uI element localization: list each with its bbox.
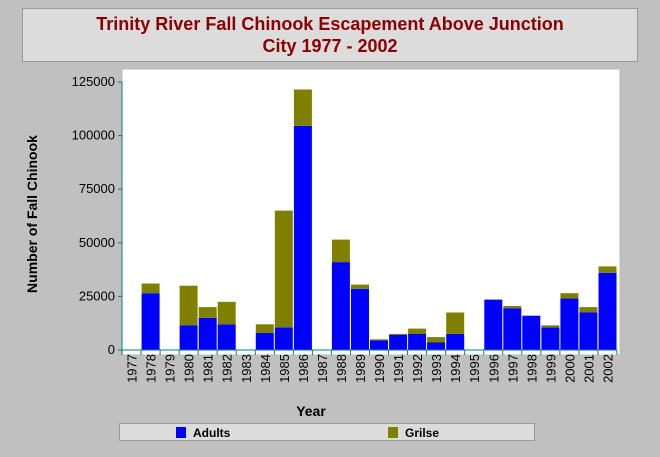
bar-grilse-1980 bbox=[179, 285, 198, 326]
bar-adults-1986 bbox=[293, 126, 312, 350]
bar-adults-2000 bbox=[560, 298, 579, 350]
x-tick-label: 1995 bbox=[467, 354, 482, 383]
x-tick-label: 1998 bbox=[524, 354, 539, 383]
x-tick-label: 1987 bbox=[315, 354, 330, 383]
x-tick-label: 1991 bbox=[391, 354, 406, 383]
bar-grilse-1999 bbox=[541, 325, 560, 328]
x-tick-label: 1997 bbox=[505, 354, 520, 383]
bar-adults-1990 bbox=[370, 340, 388, 350]
legend: Adults Grilse bbox=[119, 423, 535, 441]
bar-adults-1982 bbox=[217, 324, 236, 350]
x-tick-label: 1993 bbox=[429, 354, 444, 383]
bar-grilse-1992 bbox=[408, 328, 427, 334]
x-axis: 1977 1978 1979 1980 1981 1982 1983 1984 1985 1986… bbox=[121, 349, 618, 383]
bar-adults-1997 bbox=[503, 308, 522, 350]
bar-grilse-1985 bbox=[274, 210, 293, 328]
bar-grilse-1978 bbox=[141, 283, 160, 294]
bar-grilse-1984 bbox=[255, 324, 274, 333]
x-tick-label: 1992 bbox=[410, 354, 425, 383]
bar-adults-1980 bbox=[179, 325, 198, 350]
bar-grilse-1994 bbox=[446, 312, 465, 334]
bar-adults-1991 bbox=[389, 335, 408, 350]
bars-group bbox=[141, 89, 617, 350]
x-tick-label: 1981 bbox=[201, 354, 216, 383]
bar-adults-1999 bbox=[541, 327, 560, 350]
bar-grilse-2002 bbox=[598, 266, 617, 273]
x-tick-label: 1989 bbox=[353, 354, 368, 383]
x-tick-label: 1996 bbox=[486, 354, 501, 383]
bar-grilse-2001 bbox=[579, 307, 598, 313]
y-tick-label: 0 bbox=[108, 342, 115, 357]
x-axis-label: Year bbox=[296, 403, 326, 419]
legend-swatch-grilse bbox=[388, 427, 398, 438]
x-tick-label: 1994 bbox=[448, 354, 463, 383]
y-axis-label: Number of Fall Chinook bbox=[24, 135, 40, 293]
bar-grilse-1997 bbox=[503, 306, 522, 309]
x-tick-label: 1984 bbox=[258, 354, 273, 383]
x-tick-label: 2001 bbox=[581, 354, 596, 383]
bar-adults-1984 bbox=[255, 332, 274, 350]
y-tick-label: 125000 bbox=[72, 74, 115, 89]
bar-adults-1993 bbox=[427, 342, 446, 350]
y-tick-label: 75000 bbox=[79, 181, 115, 196]
x-tick-label: 1990 bbox=[372, 354, 387, 383]
bar-adults-1981 bbox=[198, 317, 217, 350]
legend-label-grilse: Grilse bbox=[405, 426, 440, 440]
y-tick-label: 25000 bbox=[79, 288, 115, 303]
x-tick-label: 1979 bbox=[163, 354, 178, 383]
bar-adults-2001 bbox=[579, 312, 598, 350]
bar-grilse-1989 bbox=[351, 284, 369, 289]
bar-grilse-1982 bbox=[217, 301, 236, 325]
x-tick-label: 2000 bbox=[562, 354, 577, 383]
bar-grilse-2000 bbox=[560, 293, 579, 299]
bar-grilse-1990 bbox=[370, 339, 388, 341]
x-tick-label: 1983 bbox=[239, 354, 254, 383]
x-tick-label: 1978 bbox=[144, 354, 159, 383]
legend-swatch-adults bbox=[176, 427, 186, 438]
legend-item-grilse: Grilse bbox=[388, 425, 440, 440]
bar-grilse-1991 bbox=[389, 333, 408, 335]
bar-grilse-1981 bbox=[198, 307, 217, 318]
bar-adults-1989 bbox=[351, 288, 369, 350]
y-tick-label: 50000 bbox=[79, 235, 115, 250]
x-tick-label: 2002 bbox=[601, 354, 616, 383]
bar-adults-1985 bbox=[274, 327, 293, 350]
chart-title-line2: City 1977 - 2002 bbox=[262, 36, 398, 56]
legend-label-adults: Adults bbox=[193, 426, 231, 440]
bar-adults-1996 bbox=[484, 299, 503, 350]
bar-grilse-1986 bbox=[293, 89, 312, 126]
bar-adults-1978 bbox=[141, 293, 160, 350]
y-tick-label: 100000 bbox=[72, 128, 115, 143]
y-axis: 0 25000 50000 75000 100000 125000 bbox=[72, 74, 123, 357]
x-tick-label: 1982 bbox=[220, 354, 235, 383]
chart-title-box: Trinity River Fall Chinook Escapement Ab… bbox=[22, 8, 638, 62]
bar-grilse-1988 bbox=[331, 239, 350, 263]
bar-adults-1994 bbox=[446, 333, 465, 350]
legend-item-adults: Adults bbox=[176, 425, 231, 440]
x-tick-label: 1985 bbox=[277, 354, 292, 383]
x-tick-label: 1986 bbox=[296, 354, 311, 383]
bar-grilse-1993 bbox=[427, 337, 446, 343]
bar-adults-1988 bbox=[331, 262, 350, 350]
x-tick-label: 1980 bbox=[182, 354, 197, 383]
x-tick-label: 1988 bbox=[334, 354, 349, 383]
chart-title-line1: Trinity River Fall Chinook Escapement Ab… bbox=[96, 14, 564, 34]
bar-adults-1998 bbox=[522, 315, 541, 350]
x-tick-label: 1977 bbox=[125, 354, 140, 383]
bar-adults-2002 bbox=[598, 272, 617, 350]
x-tick-label: 1999 bbox=[543, 354, 558, 383]
bar-adults-1992 bbox=[408, 333, 427, 350]
